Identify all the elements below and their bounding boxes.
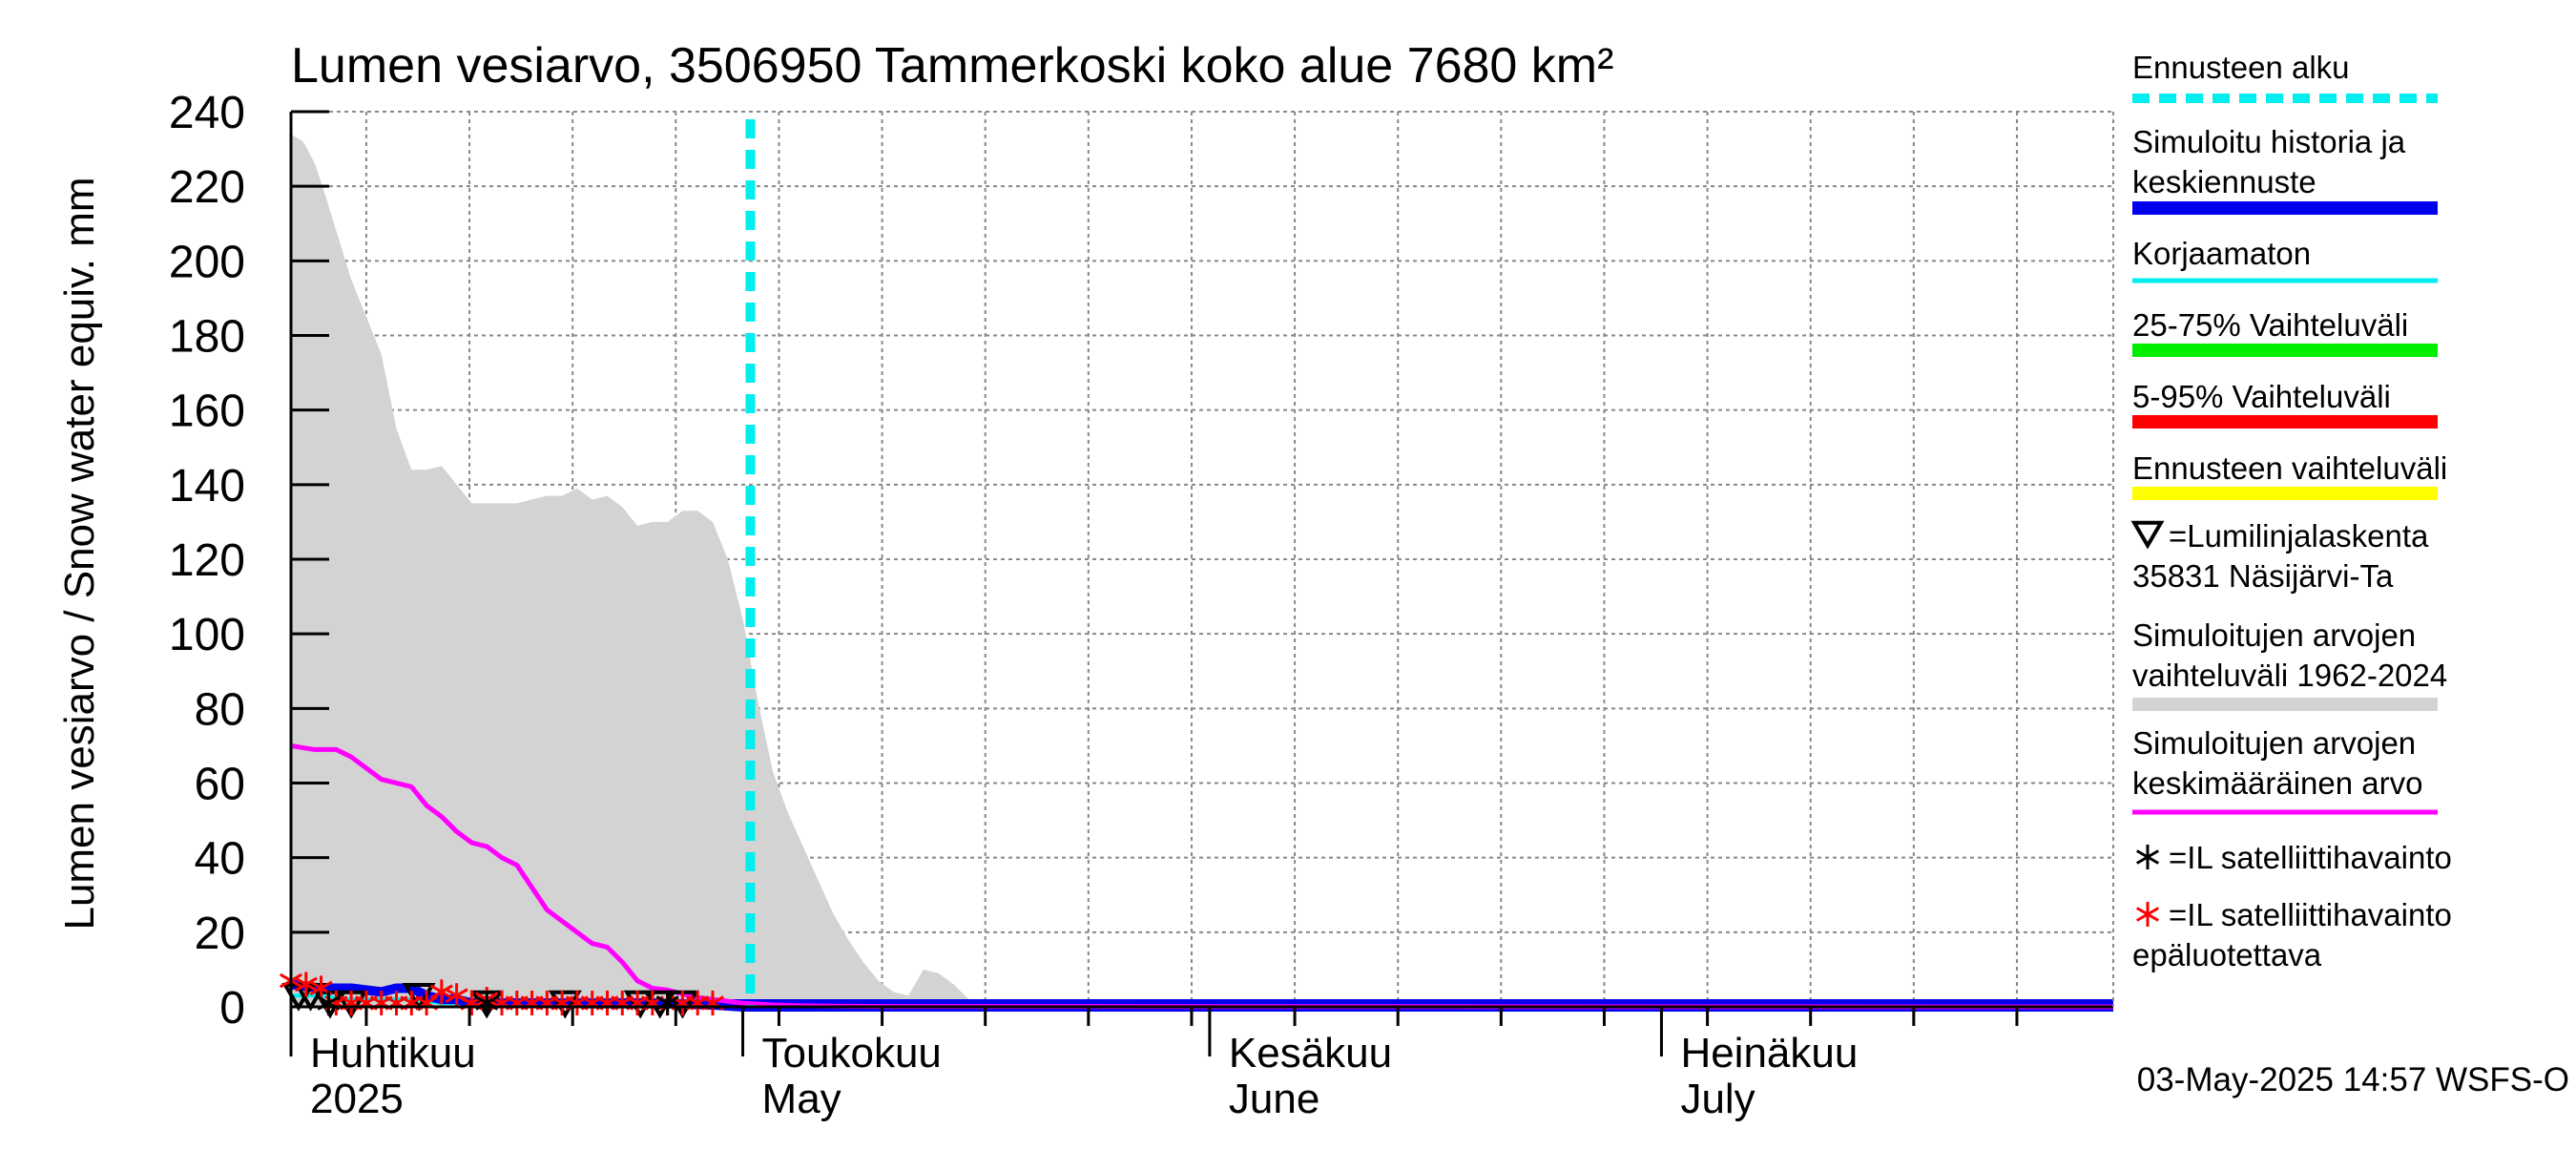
satellite-unreliable-marker xyxy=(294,972,318,997)
y-tick-label: 0 xyxy=(219,983,245,1034)
legend-label: Ennusteen alku xyxy=(2132,50,2350,85)
simulated-mean-line xyxy=(290,742,2114,1010)
x-month-label: Huhtikuu xyxy=(310,1030,476,1077)
legend-label: Simuloitujen arvojen xyxy=(2132,617,2416,653)
chart-title: Lumen vesiarvo, 3506950 Tammerkoski koko… xyxy=(291,38,1613,94)
legend-label: Korjaamaton xyxy=(2132,236,2311,271)
y-tick-label: 20 xyxy=(195,909,245,959)
asterisk-stroke xyxy=(2135,849,2160,865)
legend-label: Simuloitujen arvojen xyxy=(2132,725,2416,761)
plot-series xyxy=(279,119,2114,1019)
y-tick-label: 160 xyxy=(169,387,245,437)
y-tick-label: 80 xyxy=(195,684,245,735)
x-month-label-secondary: May xyxy=(762,1076,841,1122)
x-month-label: Heinäkuu xyxy=(1680,1030,1858,1077)
legend-label-secondary: epäluotettava xyxy=(2132,937,2322,972)
y-tick-label: 220 xyxy=(169,162,245,213)
x-month-label-secondary: June xyxy=(1229,1076,1319,1122)
y-axis-label: Lumen vesiarvo / Snow water equiv. mm xyxy=(56,177,103,930)
y-tick-label: 100 xyxy=(169,610,245,660)
legend-label: 5-95% Vaihteluväli xyxy=(2132,379,2391,414)
legend-label: =IL satelliittihavainto xyxy=(2169,840,2452,875)
legend: Ennusteen alku Simuloitu historia ja keski… xyxy=(2130,50,2452,972)
legend-triangle-icon xyxy=(2130,520,2165,550)
y-tick-label: 140 xyxy=(169,461,245,512)
y-tick-label: 60 xyxy=(195,760,245,810)
y-tick-label: 180 xyxy=(169,312,245,363)
legend-label: 25-75% Vaihteluväli xyxy=(2132,307,2408,343)
plot-grid xyxy=(291,111,2113,1007)
legend-label: =IL satelliittihavainto xyxy=(2169,897,2452,932)
legend-label: =Lumilinjalaskenta xyxy=(2169,518,2429,554)
asterisk-stroke xyxy=(445,988,468,1003)
asterisk-stroke xyxy=(2135,907,2160,922)
asterisk-stroke xyxy=(429,984,453,1000)
legend-label-secondary: vaihteluväli 1962-2024 xyxy=(2132,658,2447,693)
y-tick-label: 200 xyxy=(169,237,245,287)
satellite-unreliable-marker xyxy=(429,979,453,1005)
asterisk-stroke xyxy=(294,976,318,993)
asterisk-stroke xyxy=(309,980,333,996)
y-tick-label: 120 xyxy=(169,535,245,586)
legend-label-secondary: keskiennuste xyxy=(2132,164,2316,199)
y-tick-label: 240 xyxy=(169,88,245,138)
x-month-label-secondary: July xyxy=(1680,1076,1755,1122)
legend-label-secondary: 35831 Näsijärvi-Ta xyxy=(2132,558,2394,594)
legend-label: Simuloitu historia ja xyxy=(2132,124,2406,159)
legend-label-secondary: keskimääräinen arvo xyxy=(2132,765,2422,801)
y-tick-label: 40 xyxy=(195,834,245,885)
simulated-range-area xyxy=(291,134,2113,1007)
timestamp-label: 03-May-2025 14:57 WSFS-O xyxy=(2137,1061,2569,1098)
plot-axes: 0 20 40 60 80 100 120 140 160 180 200 220 240 Huhtiku… xyxy=(169,88,2114,1122)
x-month-label: Toukokuu xyxy=(762,1030,942,1077)
legend-label: Ennusteen vaihteluväli xyxy=(2132,450,2447,486)
x-month-label-secondary: 2025 xyxy=(310,1076,404,1122)
legend-asterisk-icon xyxy=(2135,845,2160,869)
x-month-label: Kesäkuu xyxy=(1229,1030,1392,1077)
legend-asterisk-red-icon xyxy=(2135,902,2160,927)
